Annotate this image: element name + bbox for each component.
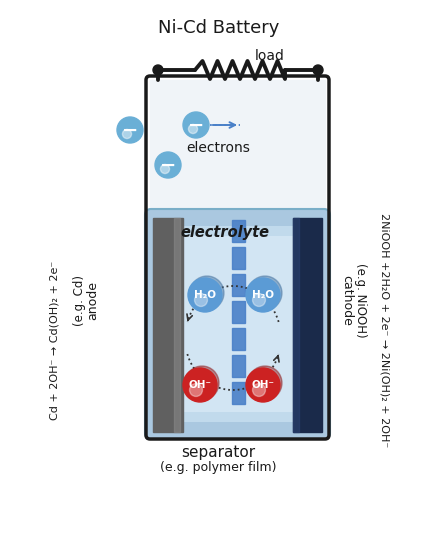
Circle shape xyxy=(313,65,323,75)
Text: load: load xyxy=(255,49,285,63)
Text: −: − xyxy=(122,120,138,140)
Text: electrons: electrons xyxy=(186,141,250,155)
Text: Cd + 2OH⁻ → Cd(OH)₂ + 2e⁻: Cd + 2OH⁻ → Cd(OH)₂ + 2e⁻ xyxy=(50,260,60,420)
Text: electrolyte: electrolyte xyxy=(180,226,269,240)
Text: OH⁻: OH⁻ xyxy=(188,380,212,390)
Text: (e.g. NiOOH): (e.g. NiOOH) xyxy=(354,263,367,337)
Circle shape xyxy=(153,65,163,75)
Circle shape xyxy=(246,368,280,402)
Bar xyxy=(232,301,245,323)
Text: H₂O: H₂O xyxy=(252,290,274,300)
Circle shape xyxy=(248,366,282,400)
Text: −: − xyxy=(160,156,176,174)
Text: (e.g. polymer film): (e.g. polymer film) xyxy=(160,461,277,475)
Bar xyxy=(232,274,245,296)
FancyBboxPatch shape xyxy=(161,226,314,422)
Circle shape xyxy=(253,294,265,306)
Text: OH⁻: OH⁻ xyxy=(252,380,274,390)
Bar xyxy=(293,218,299,432)
Bar xyxy=(293,218,322,432)
Text: anode: anode xyxy=(87,280,100,320)
Text: −: − xyxy=(188,116,204,135)
Bar xyxy=(232,220,245,242)
Circle shape xyxy=(248,276,282,310)
Circle shape xyxy=(188,278,222,312)
Text: H₂O: H₂O xyxy=(194,290,216,300)
Circle shape xyxy=(183,112,209,138)
FancyBboxPatch shape xyxy=(145,209,330,439)
Bar xyxy=(174,218,180,432)
Circle shape xyxy=(160,164,170,174)
Circle shape xyxy=(194,294,208,306)
Bar xyxy=(232,247,245,269)
Circle shape xyxy=(122,129,132,139)
Bar xyxy=(232,355,245,377)
Circle shape xyxy=(117,117,143,143)
Text: separator: separator xyxy=(181,444,256,459)
Circle shape xyxy=(190,276,224,310)
Text: (e.g. Cd): (e.g. Cd) xyxy=(73,274,87,326)
Circle shape xyxy=(183,368,217,402)
FancyBboxPatch shape xyxy=(176,236,299,412)
Text: cathode: cathode xyxy=(340,274,354,326)
Bar xyxy=(232,328,245,350)
Circle shape xyxy=(190,383,202,397)
Bar xyxy=(232,382,245,404)
Circle shape xyxy=(246,278,280,312)
Text: Ni-Cd Battery: Ni-Cd Battery xyxy=(158,19,279,37)
Bar xyxy=(153,218,183,432)
Circle shape xyxy=(188,124,198,134)
Circle shape xyxy=(253,383,265,397)
Circle shape xyxy=(155,152,181,178)
Circle shape xyxy=(185,366,219,400)
Text: 2NiOOH +2H₂O + 2e⁻ → 2Ni(OH)₂ + 2OH⁻: 2NiOOH +2H₂O + 2e⁻ → 2Ni(OH)₂ + 2OH⁻ xyxy=(380,213,390,447)
Bar xyxy=(150,80,325,215)
